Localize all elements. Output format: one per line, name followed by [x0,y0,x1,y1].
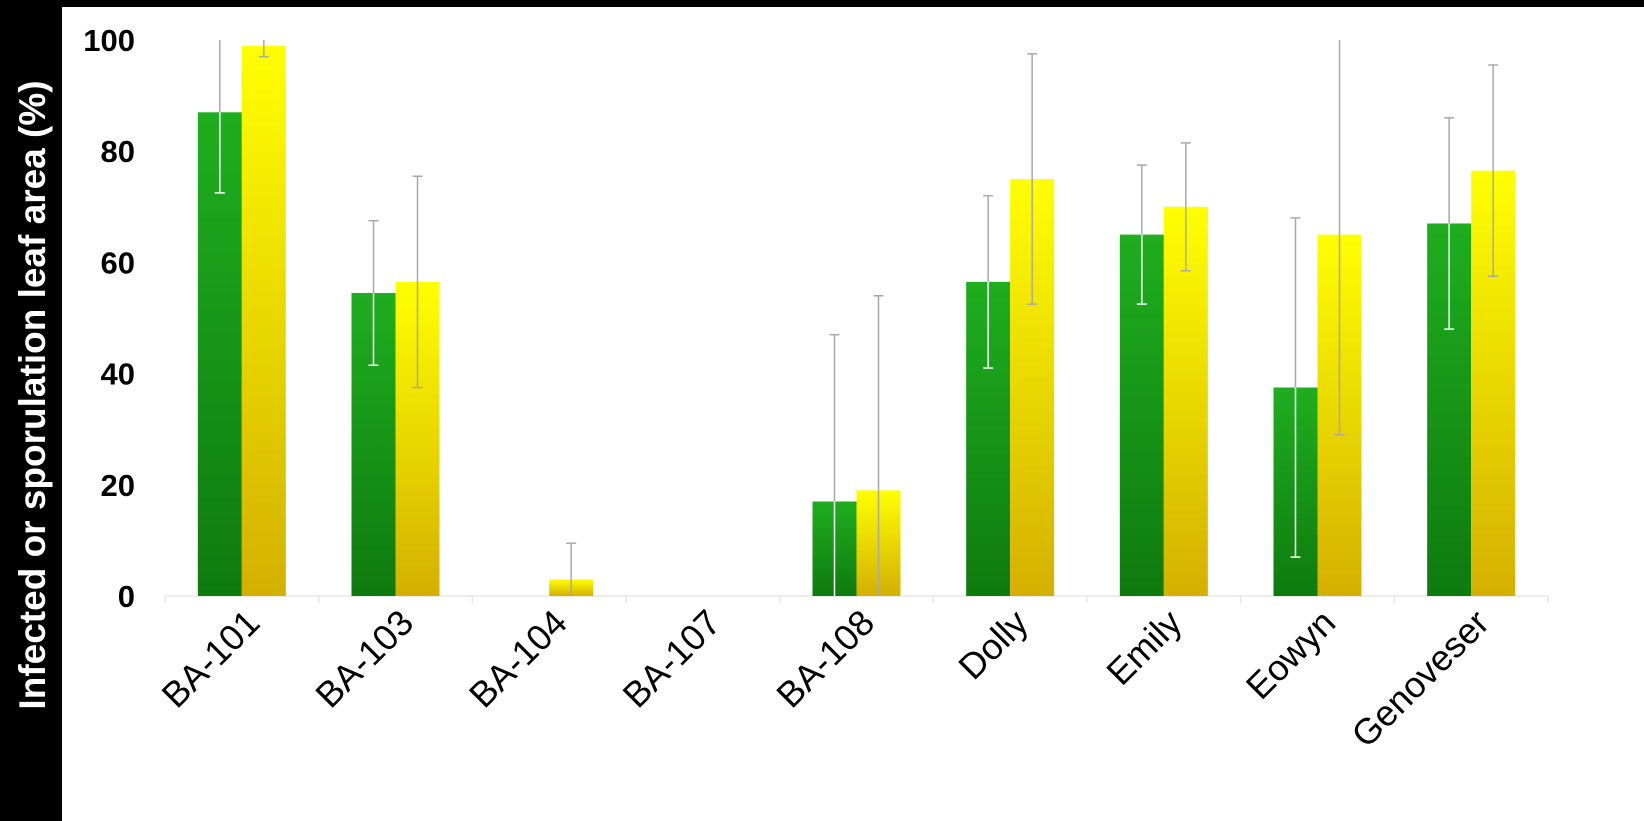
x-tick-label: Emily [1098,602,1189,693]
y-tick-label: 0 [118,579,135,614]
y-tick-label: 40 [101,357,135,392]
x-tick-label: Genoveser [1343,602,1497,756]
y-tick-label: 20 [101,468,135,503]
bar-series-2 [1163,206,1208,597]
y-axis-label: Infected or sporulation leaf area (%) [12,80,53,709]
x-tick-label: BA-108 [768,602,882,716]
y-tick-label: 80 [101,134,135,169]
y-tick-label: 60 [101,245,135,280]
bar-series-2 [241,45,286,597]
top-frame [0,0,1644,7]
x-tick-label: BA-101 [154,602,268,716]
x-tick-label: BA-103 [307,602,421,716]
x-tick-label: BA-107 [615,602,729,716]
plot-area: 0 20 40 60 80 100 BA-101 BA-103 BA-104 BA-107 BA-1… [83,23,1549,756]
x-tick-label: Dolly [950,602,1036,688]
left-frame [0,0,62,821]
x-tick-label: Eowyn [1238,602,1343,707]
y-tick-label: 100 [83,23,135,58]
x-tick-label: BA-104 [461,602,575,716]
